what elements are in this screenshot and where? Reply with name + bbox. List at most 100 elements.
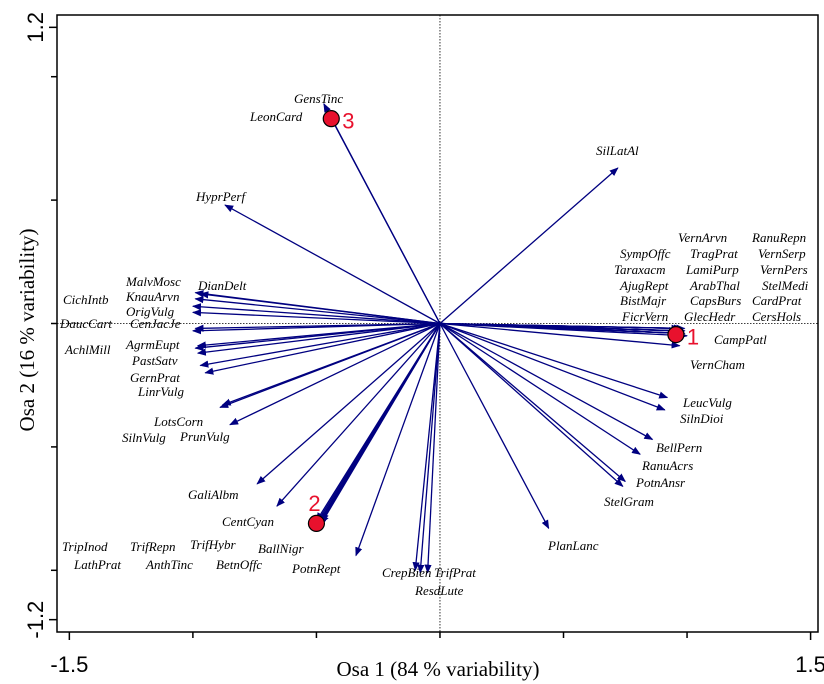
species-arrow: [328, 112, 441, 324]
species-label: MalvMosc: [125, 274, 181, 289]
species-arrow: [221, 322, 441, 406]
species-label: AjugRept: [619, 278, 669, 293]
species-arrow: [204, 322, 441, 375]
y-tick-label: -1.2: [23, 601, 48, 639]
species-label: ArabThal: [689, 278, 740, 293]
species-label: CichIntb: [63, 292, 109, 307]
species-label: LeucVulg: [682, 395, 732, 410]
species-label: SilnDioi: [680, 411, 724, 426]
species-label: LotsCorn: [153, 414, 203, 429]
species-label: SympOffc: [620, 246, 671, 261]
species-arrow: [424, 323, 441, 574]
species-arrow: [194, 296, 441, 325]
species-arrow: [439, 323, 626, 483]
species-label: OrigVulg: [126, 304, 175, 319]
species-label: HyprPerf: [195, 189, 247, 204]
species-label: GaliAlbm: [188, 487, 239, 502]
species-label: AchlMill: [64, 342, 111, 357]
species-label: CampPatl: [714, 332, 767, 347]
species-label: VernSerp: [758, 246, 806, 261]
species-arrow: [320, 323, 441, 525]
species-label: CardPrat: [752, 293, 802, 308]
species-label: VernCham: [690, 357, 745, 372]
species-arrow: [417, 323, 441, 574]
species-label: TrifRepn: [130, 539, 176, 554]
species-arrow: [355, 323, 441, 557]
species-label: RanuRepn: [751, 230, 806, 245]
species-label: RanuAcrs: [641, 458, 693, 473]
x-tick-label: -1.5: [50, 652, 88, 677]
species-arrow: [315, 323, 441, 522]
sample-point: [322, 110, 340, 128]
sample-label: 3: [342, 108, 354, 133]
species-label: SilLatAl: [596, 143, 639, 158]
species-arrow: [191, 309, 440, 325]
species-label: VernArvn: [678, 230, 727, 245]
species-label: TrifHybr: [190, 537, 236, 552]
species-label: PotnRept: [291, 561, 341, 576]
sample-point: [667, 326, 685, 344]
species-label: CenJacJe: [130, 316, 181, 331]
species-label: GernPrat: [130, 370, 180, 385]
species-label: CapsBurs: [690, 293, 741, 308]
x-axis-label: Osa 1 (84 % variability): [337, 657, 540, 681]
species-arrow: [199, 291, 441, 325]
species-label: PrunVulg: [179, 429, 230, 444]
species-label: LathPrat: [73, 557, 121, 572]
species-arrow: [439, 322, 681, 349]
species-label: BellPern: [656, 440, 702, 455]
species-arrow: [412, 323, 441, 572]
species-label: DianDelt: [197, 278, 247, 293]
species-arrow: [196, 322, 441, 349]
sample-label: 2: [308, 491, 320, 516]
species-label: GlecHedr: [684, 309, 736, 324]
species-label: ResdLute: [414, 583, 464, 598]
species-arrow: [229, 322, 441, 426]
species-arrow: [191, 303, 441, 325]
species-arrow: [439, 323, 550, 530]
species-label: TragPrat: [690, 246, 738, 261]
species-label: TripInod: [62, 539, 108, 554]
species-label: AnthTinc: [145, 557, 193, 572]
species-label: PastSatv: [131, 353, 178, 368]
species-arrow: [439, 322, 669, 399]
species-label: CersHols: [752, 309, 801, 324]
species-arrow: [199, 322, 441, 368]
sample-point: [307, 514, 326, 533]
y-tick-label: 1.2: [23, 12, 48, 43]
species-label: StelMedi: [762, 278, 809, 293]
species-label: SilnVulg: [122, 430, 166, 445]
species-arrow: [439, 322, 654, 441]
species-arrow: [439, 167, 619, 324]
species-label: DaucCart: [59, 316, 112, 331]
species-arrow: [224, 204, 441, 325]
y-axis-label: Osa 2 (16 % variability): [15, 229, 39, 432]
species-label: LinrVulg: [137, 384, 184, 399]
species-label: VernPers: [760, 262, 808, 277]
species-label: BistMajr: [620, 293, 667, 308]
species-arrow: [439, 322, 666, 411]
species-label: BallNigr: [258, 541, 304, 556]
species-label: PotnAnsr: [635, 475, 686, 490]
species-label: StelGram: [604, 494, 654, 509]
species-label: BetnOffc: [216, 557, 262, 572]
x-tick-label: 1.5: [795, 652, 824, 677]
species-label: PlanLanc: [547, 538, 599, 553]
species-label: Taraxacm: [614, 262, 666, 277]
species-arrow: [256, 323, 441, 485]
species-arrow: [439, 323, 624, 487]
species-arrow: [196, 322, 441, 356]
species-arrow: [276, 323, 441, 507]
species-arrow: [439, 322, 641, 455]
species-arrow: [439, 322, 688, 340]
species-label: AgrmEupt: [125, 337, 180, 352]
species-label: FicrVern: [621, 309, 668, 324]
sample-label: 1: [687, 324, 699, 349]
species-arrow: [194, 322, 440, 332]
species-label: LeonCard: [249, 109, 303, 124]
species-label: KnauArvn: [125, 289, 179, 304]
species-label: CrepBien: [382, 565, 431, 580]
species-label: LamiPurp: [685, 262, 739, 277]
species-label: TrifPrat: [434, 565, 476, 580]
